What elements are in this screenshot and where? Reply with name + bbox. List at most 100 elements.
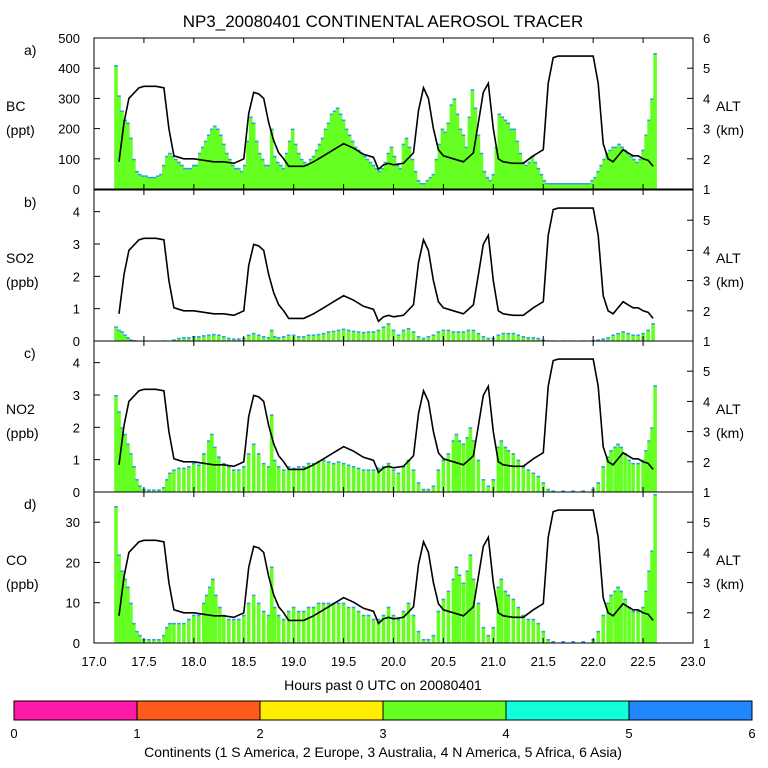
bar-top [584, 183, 588, 185]
bar-top [516, 334, 521, 336]
bar-top [560, 183, 564, 185]
bar [641, 149, 645, 189]
bar [126, 122, 130, 189]
bar [491, 626, 496, 643]
bar-top [180, 164, 184, 167]
bar-top [256, 334, 261, 336]
bar-top [506, 332, 511, 335]
bar [353, 146, 358, 189]
y-tick-label: 0 [73, 636, 80, 651]
bar [256, 334, 261, 341]
bar [165, 155, 169, 189]
bar [431, 634, 436, 643]
bar [386, 152, 391, 189]
bar [619, 590, 623, 643]
bar [401, 329, 406, 341]
bar-top [120, 427, 124, 429]
bar-top [291, 606, 296, 609]
bar [541, 630, 546, 643]
bar-top [636, 334, 640, 336]
bar [391, 614, 396, 643]
bar [636, 610, 640, 643]
bar-top [486, 485, 491, 487]
bar-top [601, 466, 605, 468]
y-tick-label: 0 [73, 485, 80, 500]
bar-top [266, 337, 271, 339]
bar-top [192, 164, 196, 167]
bar [613, 446, 617, 492]
bar-top [467, 116, 472, 118]
bar [481, 626, 486, 643]
bar-top [497, 113, 502, 115]
bar [251, 122, 256, 189]
bar-top [132, 622, 136, 625]
bar-top [650, 98, 654, 100]
bar [287, 140, 292, 189]
bar [162, 164, 166, 189]
bar [575, 183, 579, 189]
bar-top [135, 630, 139, 633]
bar-top [539, 173, 544, 176]
bar [441, 329, 446, 341]
bar [296, 610, 301, 643]
bar [436, 469, 441, 492]
bar-top [362, 155, 367, 158]
bar [311, 334, 316, 341]
alt-tick-label: 3 [703, 274, 710, 289]
bar [500, 116, 505, 189]
bar [114, 326, 118, 341]
bar [165, 479, 169, 492]
bar-top [526, 469, 531, 471]
bar [416, 482, 421, 492]
colorbar-tick-label: 0 [10, 726, 17, 741]
bar [404, 137, 409, 189]
bar-top [231, 164, 235, 167]
alt-tick-label: 1 [703, 334, 710, 349]
bar [335, 107, 340, 189]
bar [485, 176, 490, 189]
bar [261, 610, 266, 643]
bar-top [599, 164, 603, 167]
bar [416, 630, 421, 643]
bar-top [392, 155, 397, 158]
bar [431, 485, 436, 492]
bar [272, 336, 277, 341]
bar [566, 183, 570, 189]
bar-top [465, 570, 470, 572]
bar [261, 462, 266, 492]
y-tick-label: 2 [73, 420, 80, 435]
alt-unit-label: (km) [716, 425, 744, 441]
bar-top [123, 433, 127, 436]
altitude-line [118, 207, 654, 323]
bar-top [578, 183, 582, 185]
bar-top [446, 453, 451, 455]
alt-tick-label: 1 [703, 182, 710, 197]
bar [316, 333, 321, 341]
bar [441, 459, 446, 492]
bar [232, 469, 236, 492]
bar [647, 440, 651, 492]
bar [653, 494, 657, 643]
bar [344, 128, 349, 189]
bar-top [153, 176, 157, 179]
bar-top [186, 167, 190, 170]
bar-top [546, 639, 550, 641]
bar [365, 158, 370, 189]
alt-tick-label: 5 [703, 515, 710, 530]
bar-top [257, 152, 262, 155]
bar-top [147, 176, 151, 179]
bar-top [561, 641, 565, 643]
bar-top [347, 134, 352, 137]
y-tick-label: 4 [73, 356, 80, 371]
bar [546, 488, 550, 492]
bar-top [521, 336, 526, 338]
bar [150, 176, 154, 189]
bar [242, 466, 246, 492]
bar [636, 462, 640, 492]
bar-top [632, 158, 636, 161]
bar-top [299, 158, 304, 161]
bar [426, 336, 431, 341]
bar [398, 167, 403, 189]
bar [117, 329, 121, 341]
alt-tick-label: 4 [703, 91, 710, 106]
